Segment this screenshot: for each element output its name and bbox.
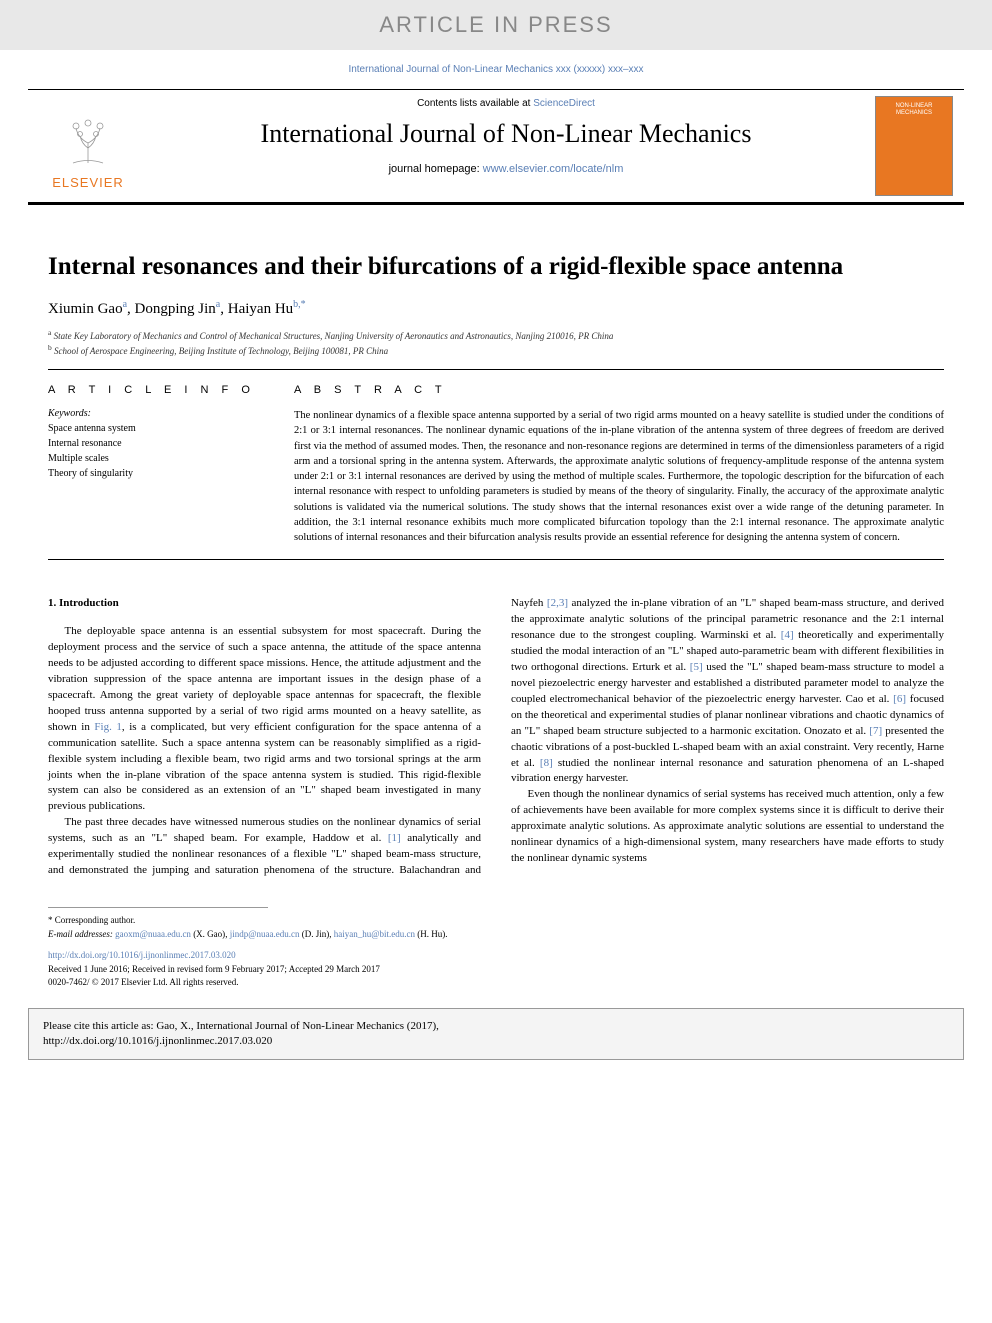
journal-homepage-line: journal homepage: www.elsevier.com/locat… (148, 163, 864, 175)
keyword-1: Space antenna system (48, 421, 258, 436)
author-2: Dongping Jina (135, 301, 221, 317)
keywords-list: Space antenna system Internal resonance … (48, 421, 258, 481)
cover-thumbnail-block: NON-LINEAR MECHANICS (864, 90, 964, 202)
contents-available-line: Contents lists available at ScienceDirec… (148, 98, 864, 109)
affiliation-a: a State Key Laboratory of Mechanics and … (48, 328, 944, 343)
elsevier-tree-icon (53, 103, 123, 173)
info-abstract-row: A R T I C L E I N F O Keywords: Space an… (48, 384, 944, 545)
email-1[interactable]: gaoxm@nuaa.edu.cn (115, 929, 191, 939)
journal-title: International Journal of Non-Linear Mech… (148, 119, 864, 149)
email-2-name: (D. Jin) (302, 929, 330, 939)
journal-cover-thumbnail: NON-LINEAR MECHANICS (875, 96, 953, 196)
keyword-3: Multiple scales (48, 451, 258, 466)
body-text: 1. Introduction The deployable space ant… (48, 596, 944, 879)
issn-copyright: 0020-7462/ © 2017 Elsevier Ltd. All righ… (48, 976, 944, 990)
sciencedirect-link[interactable]: ScienceDirect (533, 98, 595, 109)
article-info-column: A R T I C L E I N F O Keywords: Space an… (48, 384, 258, 545)
keywords-label: Keywords: (48, 408, 258, 419)
journal-masthead: ELSEVIER Contents lists available at Sci… (28, 89, 964, 205)
article-title: Internal resonances and their bifurcatio… (48, 253, 944, 281)
email-label: E-mail addresses: (48, 929, 115, 939)
citation-ref[interactable]: [6] (893, 693, 906, 705)
article-info-heading: A R T I C L E I N F O (48, 384, 258, 396)
email-3-name: (H. Hu) (417, 929, 445, 939)
footer-separator (48, 907, 268, 908)
body-para-3: Even though the nonlinear dynamics of se… (511, 787, 944, 867)
body-para-1: The deployable space antenna is an essen… (48, 624, 481, 815)
publisher-block: ELSEVIER (28, 90, 148, 202)
citation-ref[interactable]: [8] (540, 757, 553, 769)
abstract-column: A B S T R A C T The nonlinear dynamics o… (294, 384, 944, 545)
author-1-aff[interactable]: a (123, 299, 127, 310)
author-list: Xiumin Gaoa, Dongping Jina, Haiyan Hub,* (48, 299, 944, 318)
rule-bottom (48, 559, 944, 560)
doi-link[interactable]: http://dx.doi.org/10.1016/j.ijnonlinmec.… (48, 949, 944, 963)
section-1-heading: 1. Introduction (48, 596, 481, 612)
citation-box: Please cite this article as: Gao, X., In… (28, 1008, 964, 1061)
cite-line-1: Please cite this article as: Gao, X., In… (43, 1019, 949, 1034)
footer-block: * Corresponding author. E-mail addresses… (0, 914, 992, 990)
email-2[interactable]: jindp@nuaa.edu.cn (230, 929, 300, 939)
publisher-name: ELSEVIER (52, 175, 124, 190)
figure-ref[interactable]: Fig. 1 (94, 721, 122, 733)
citation-ref[interactable]: [7] (869, 725, 882, 737)
keyword-4: Theory of singularity (48, 466, 258, 481)
affiliation-b: b School of Aerospace Engineering, Beiji… (48, 343, 944, 358)
journal-ref-link[interactable]: International Journal of Non-Linear Mech… (348, 64, 643, 75)
author-1: Xiumin Gaoa (48, 301, 127, 317)
cover-text-line2: MECHANICS (896, 110, 932, 117)
affiliation-list: a State Key Laboratory of Mechanics and … (48, 328, 944, 357)
citation-ref[interactable]: [4] (781, 629, 794, 641)
homepage-link[interactable]: www.elsevier.com/locate/nlm (483, 163, 624, 175)
abstract-text: The nonlinear dynamics of a flexible spa… (294, 408, 944, 545)
masthead-center: Contents lists available at ScienceDirec… (148, 90, 864, 202)
contents-prefix: Contents lists available at (417, 98, 533, 109)
author-2-aff[interactable]: a (216, 299, 220, 310)
keyword-2: Internal resonance (48, 436, 258, 451)
email-line: E-mail addresses: gaoxm@nuaa.edu.cn (X. … (48, 928, 944, 942)
article-in-press-banner: ARTICLE IN PRESS (0, 0, 992, 50)
rule-top (48, 369, 944, 370)
author-3-aff[interactable]: b,* (293, 299, 306, 310)
citation-ref[interactable]: [2,3] (547, 597, 568, 609)
citation-ref[interactable]: [1] (388, 832, 401, 844)
abstract-heading: A B S T R A C T (294, 384, 944, 396)
cite-line-2: http://dx.doi.org/10.1016/j.ijnonlinmec.… (43, 1034, 949, 1049)
article-history: Received 1 June 2016; Received in revise… (48, 963, 944, 977)
author-3: Haiyan Hub,* (228, 301, 306, 317)
corresponding-author-note: * Corresponding author. (48, 914, 944, 928)
citation-ref[interactable]: [5] (690, 661, 703, 673)
email-3[interactable]: haiyan_hu@bit.edu.cn (334, 929, 415, 939)
journal-reference-line: International Journal of Non-Linear Mech… (0, 50, 992, 89)
homepage-prefix: journal homepage: (389, 163, 483, 175)
email-1-name: (X. Gao) (193, 929, 225, 939)
cover-text-line1: NON-LINEAR (895, 103, 932, 110)
